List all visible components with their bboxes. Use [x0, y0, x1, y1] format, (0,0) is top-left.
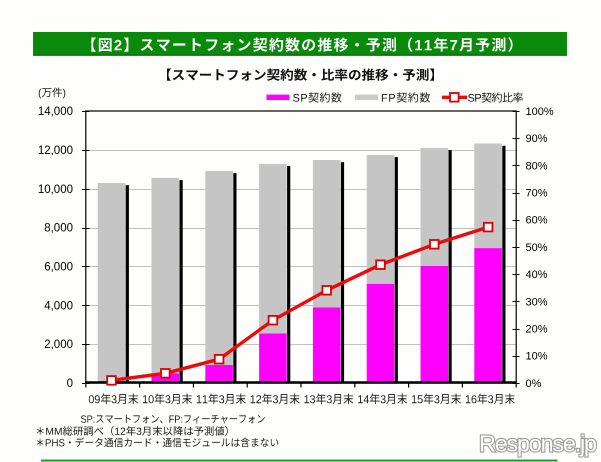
svg-text:100%: 100%	[526, 106, 554, 118]
svg-text:80%: 80%	[526, 160, 548, 172]
svg-text:10,000: 10,000	[38, 184, 73, 196]
svg-text:20%: 20%	[526, 324, 548, 336]
svg-text:Response.jp: Response.jp	[479, 431, 597, 457]
svg-text:30%: 30%	[526, 296, 548, 308]
svg-text:10%: 10%	[526, 351, 548, 363]
svg-text:12,000: 12,000	[38, 145, 73, 157]
svg-text:40%: 40%	[526, 269, 548, 281]
svg-text:14,000: 14,000	[38, 106, 73, 118]
svg-text:0%: 0%	[526, 378, 542, 390]
svg-text:2,000: 2,000	[44, 339, 73, 351]
svg-text:70%: 70%	[526, 188, 548, 200]
svg-text:4,000: 4,000	[44, 300, 73, 312]
svg-text:8,000: 8,000	[44, 223, 73, 235]
svg-text:50%: 50%	[526, 242, 548, 254]
svg-text:90%: 90%	[526, 133, 548, 145]
svg-text:60%: 60%	[526, 215, 548, 227]
svg-text:6,000: 6,000	[44, 262, 73, 274]
svg-text:0: 0	[67, 378, 73, 390]
